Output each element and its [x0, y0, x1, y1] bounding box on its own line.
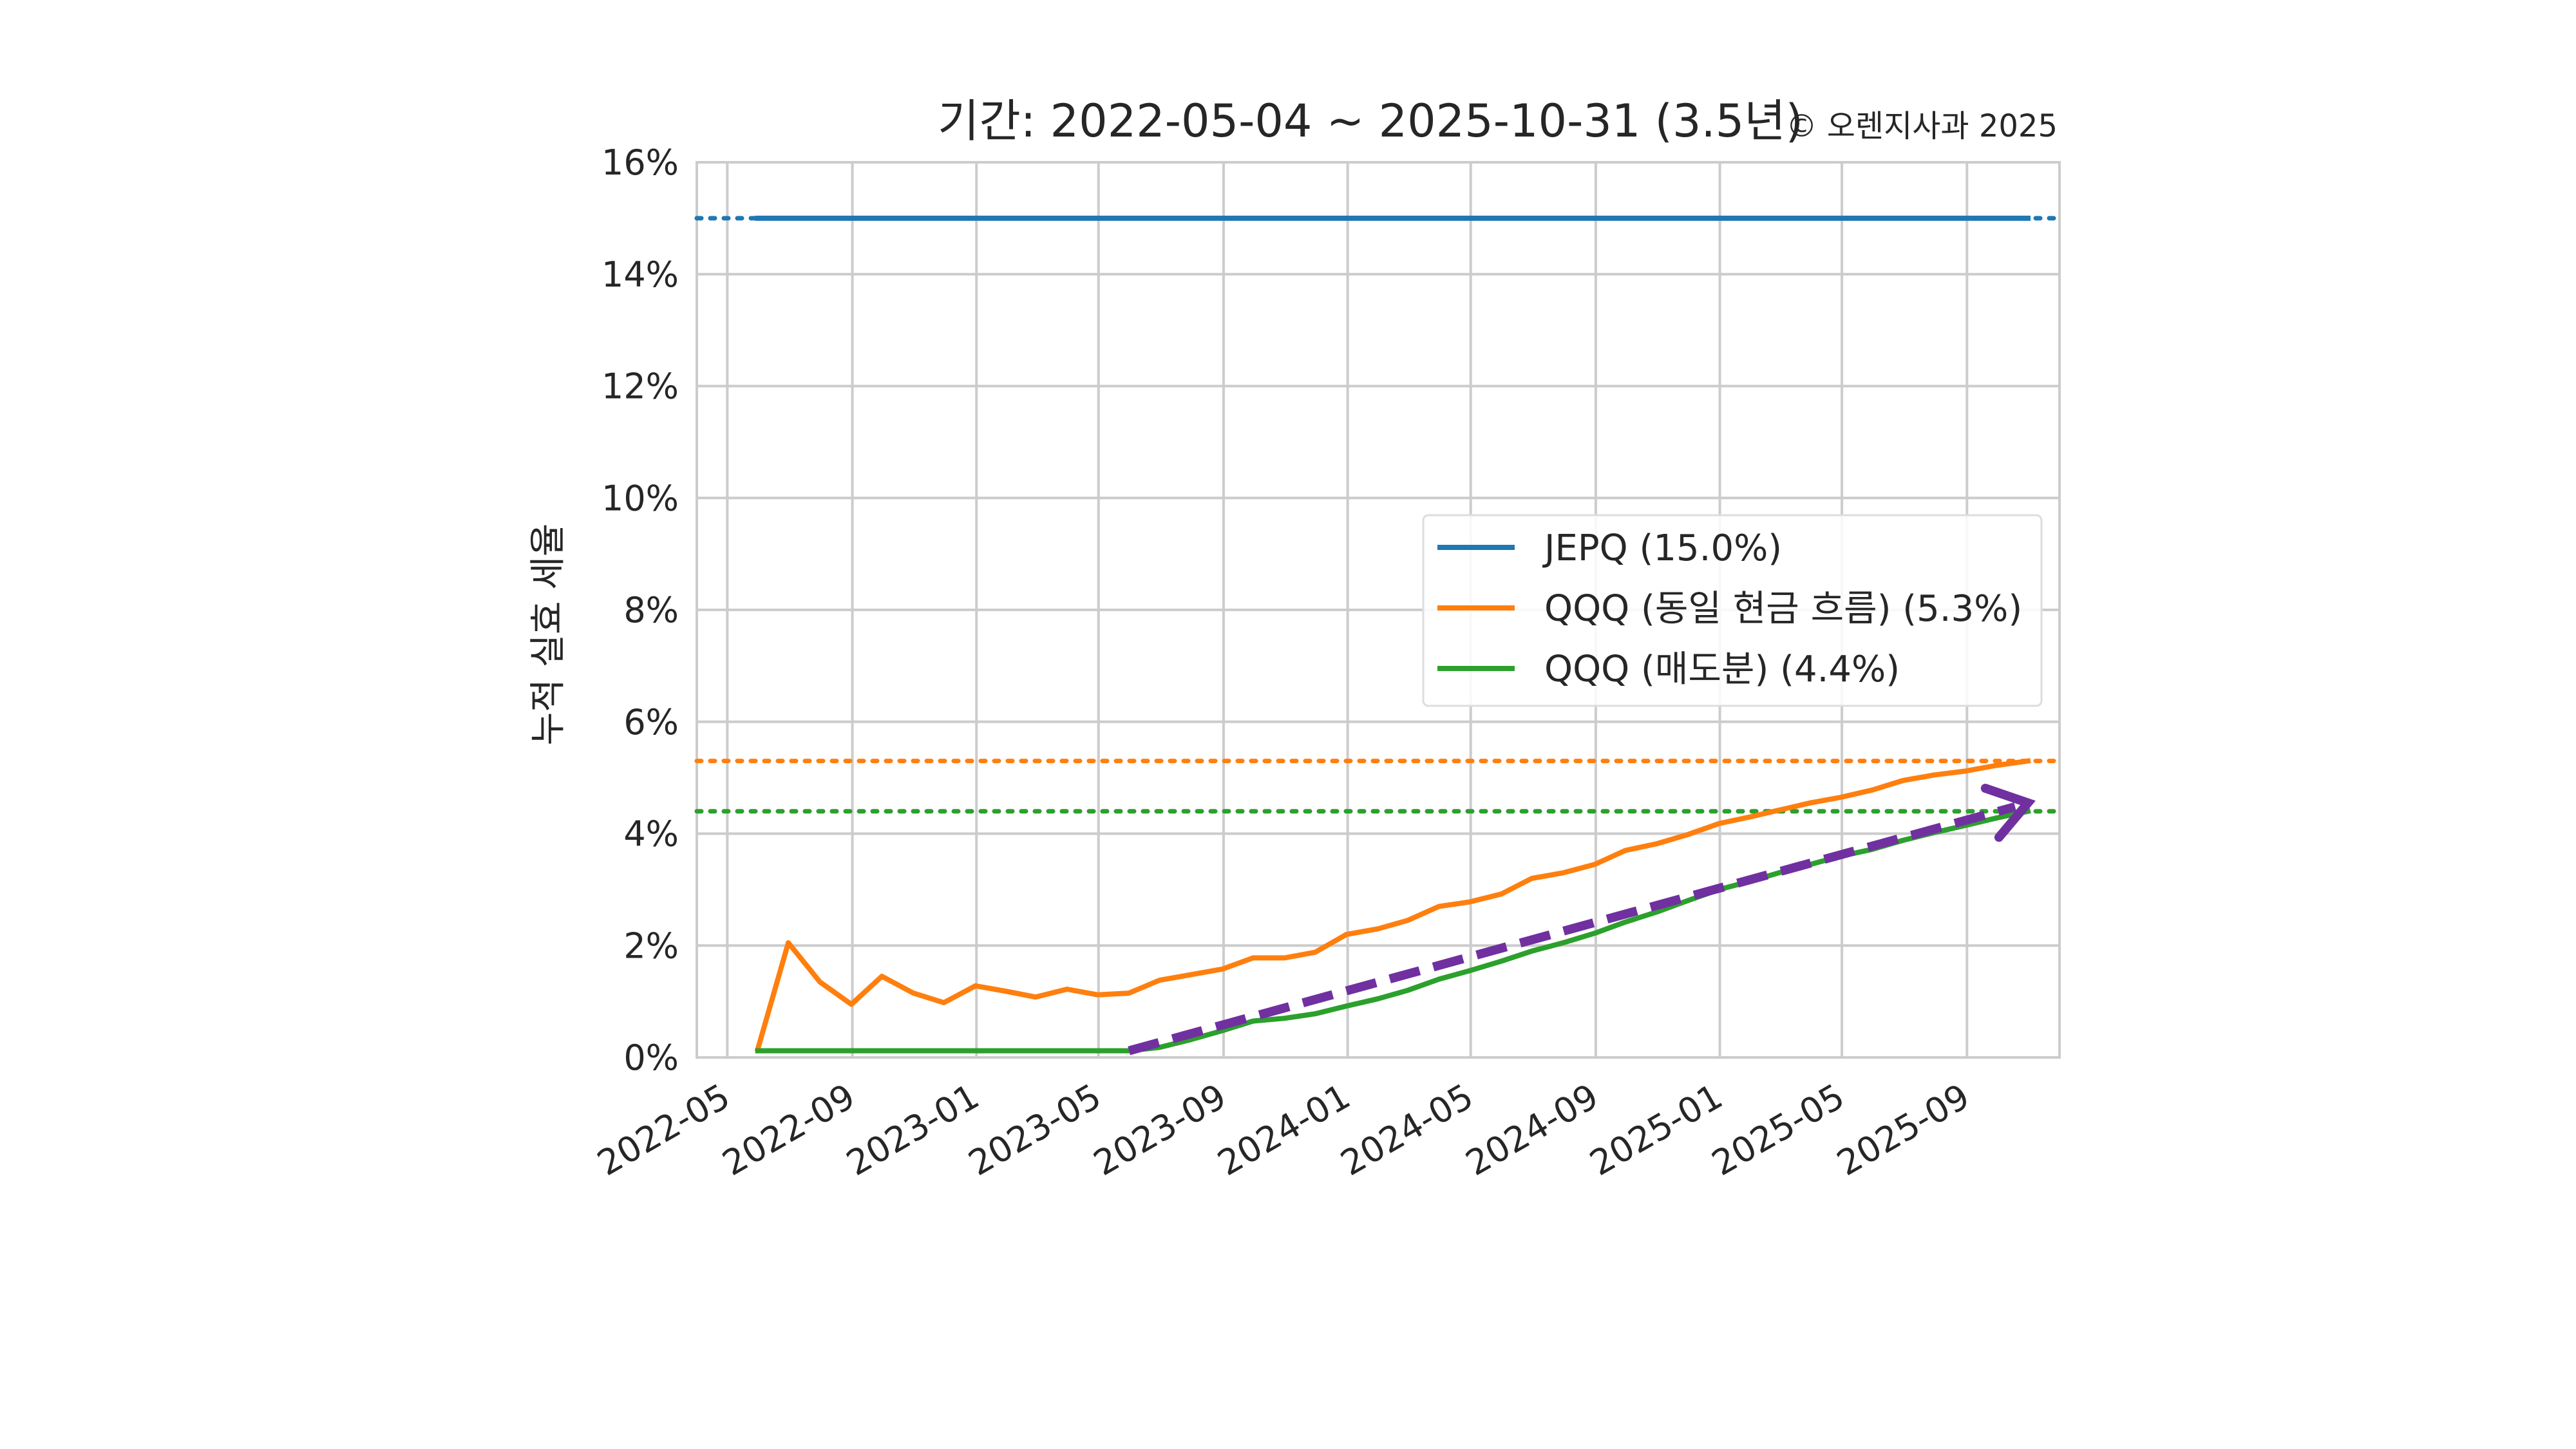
x-tick-label: 2024-05	[1334, 1076, 1480, 1184]
x-tick-label: 2023-09	[1087, 1076, 1233, 1184]
x-tick-label: 2022-09	[715, 1076, 862, 1184]
y-tick-label: 0%	[623, 1037, 679, 1078]
x-tick-label: 2025-01	[1583, 1076, 1729, 1184]
trend-arrow-head	[1980, 784, 2036, 842]
y-axis-ticks: 0% 2% 4% 6% 8% 10% 12% 14% 16%	[601, 142, 679, 1078]
y-tick-label: 14%	[601, 254, 679, 295]
x-tick-label: 2025-05	[1705, 1076, 1852, 1184]
x-tick-label: 2024-01	[1211, 1076, 1357, 1184]
y-tick-label: 10%	[601, 478, 679, 518]
x-tick-label: 2023-05	[961, 1076, 1108, 1184]
x-axis-ticks: 2022-052022-092023-012023-052023-092024-…	[591, 1076, 1976, 1184]
x-tick-label: 2025-09	[1830, 1076, 1976, 1184]
x-tick-label: 2022-05	[591, 1076, 737, 1184]
y-tick-label: 6%	[623, 702, 679, 743]
copyright-note: © 오렌지사과 2025	[1786, 108, 2058, 144]
plot-frame	[696, 161, 2061, 1059]
chart-title: 기간: 2022-05-04 ~ 2025-10-31 (3.5년)	[938, 95, 1803, 147]
legend-label: JEPQ (15.0%)	[1542, 527, 1782, 569]
series-line	[754, 758, 2031, 1052]
y-tick-label: 12%	[601, 366, 679, 407]
legend: JEPQ (15.0%) QQQ (동일 현금 흐름) (5.3%) QQQ (매도…	[1422, 514, 2043, 707]
y-tick-label: 4%	[623, 814, 679, 855]
x-tick-label: 2023-01	[840, 1076, 986, 1184]
series-line	[755, 808, 2031, 1054]
x-tick-label: 2024-09	[1459, 1076, 1605, 1184]
trend-arrow-line	[1128, 802, 2016, 1056]
y-axis-label: 누적 실효 세율	[527, 524, 569, 746]
y-tick-label: 16%	[601, 142, 679, 183]
trend-arrow	[1128, 784, 2036, 1056]
y-tick-label: 2%	[623, 925, 679, 966]
legend-label: QQQ (동일 현금 흐름) (5.3%)	[1544, 588, 2022, 630]
plot-border	[696, 161, 2061, 1059]
legend-label: QQQ (매도분) (4.4%)	[1544, 649, 1900, 690]
legend-box	[1422, 514, 2043, 707]
y-tick-label: 8%	[623, 590, 679, 630]
